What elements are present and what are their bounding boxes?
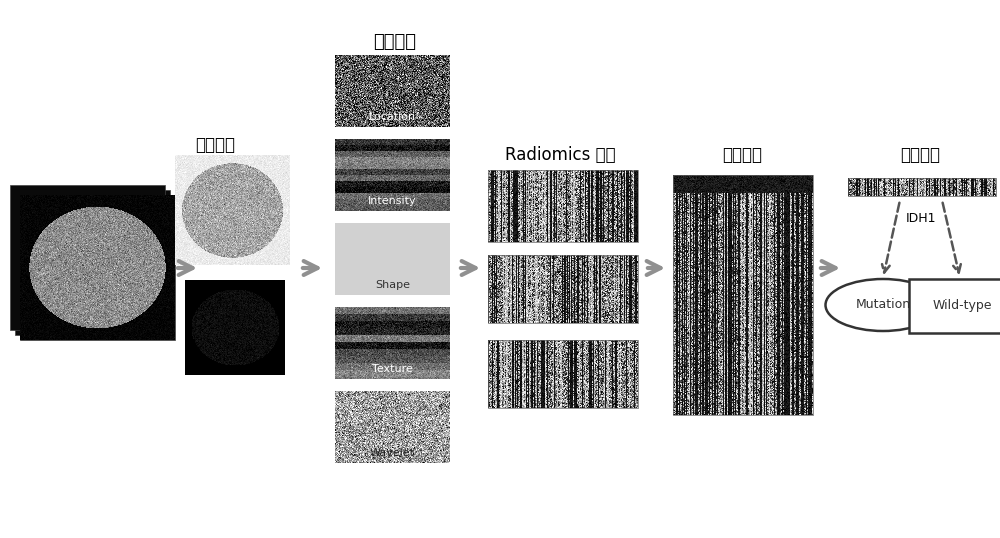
Bar <box>15 190 170 335</box>
Text: 特征筛选: 特征筛选 <box>722 146 762 164</box>
Text: IDH1: IDH1 <box>906 211 936 224</box>
Text: 特征提取: 特征提取 <box>374 33 416 51</box>
FancyBboxPatch shape <box>909 279 1000 333</box>
Text: 图像分割: 图像分割 <box>195 136 235 154</box>
Bar <box>488 170 638 242</box>
Bar <box>673 175 813 415</box>
Text: Texture: Texture <box>372 364 413 374</box>
Text: Wild-type: Wild-type <box>932 300 992 313</box>
Bar <box>488 255 638 323</box>
Bar <box>848 178 996 196</box>
Text: 分类判决: 分类判决 <box>900 146 940 164</box>
Bar <box>20 195 175 340</box>
Bar <box>488 340 638 408</box>
Text: Location: Location <box>369 112 416 122</box>
Text: Wavelet: Wavelet <box>370 448 415 458</box>
Text: Shape: Shape <box>375 280 410 290</box>
Text: Mutation: Mutation <box>855 299 911 312</box>
Ellipse shape <box>826 279 940 331</box>
Text: Intensity: Intensity <box>368 196 417 206</box>
Text: Radiomics 序列: Radiomics 序列 <box>505 146 615 164</box>
Bar <box>10 185 165 330</box>
